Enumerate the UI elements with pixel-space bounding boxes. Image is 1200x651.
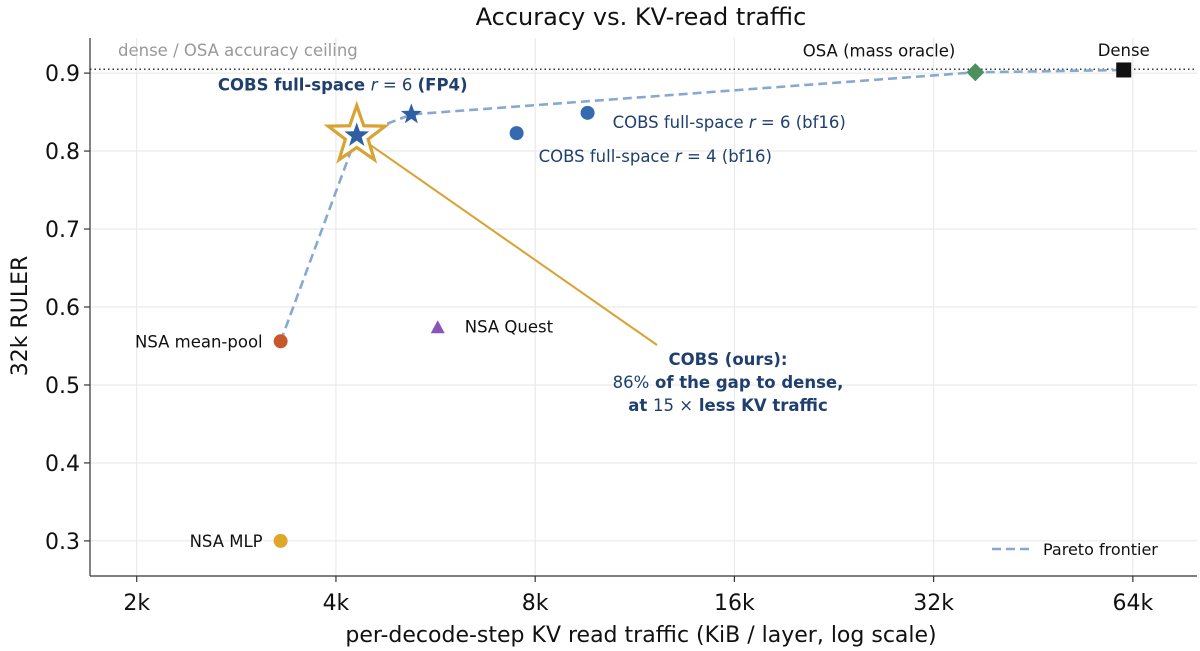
data-points: [273, 62, 1132, 548]
x-tick-label: 64k: [1112, 591, 1153, 616]
callout-line-3: at 15 × less KV traffic: [628, 396, 827, 415]
legend: Pareto frontier: [992, 540, 1158, 559]
point-osa: [966, 63, 985, 82]
point-dense: [1116, 62, 1132, 78]
pareto-frontier: [279, 68, 1124, 342]
point-nsa-mlp: [273, 533, 288, 548]
point-cobs-ours: [344, 122, 370, 146]
label-osa: OSA (mass oracle): [803, 41, 956, 60]
point-cobs-r6-bf16: [580, 105, 595, 120]
label-cobs-ours: COBS full-space r = 6 (FP4): [218, 75, 468, 94]
point-nsa-quest: [430, 320, 445, 334]
x-axis-title: per-decode-step KV read traffic (KiB / l…: [345, 623, 936, 648]
y-tick-label: 0.3: [45, 530, 80, 555]
x-tick-label: 16k: [714, 591, 755, 616]
label-dense: Dense: [1098, 41, 1150, 60]
point-cobs-fp4-near: [400, 103, 422, 124]
label-nsa-quest: NSA Quest: [465, 317, 554, 336]
callout-line: [356, 134, 658, 346]
point-labels: Dense OSA (mass oracle) COBS full-space r …: [135, 41, 1150, 551]
pareto-frontier-line: [279, 68, 1124, 342]
axes: 2k 4k 8k 16k 32k 64k 0.3 0.4 0.5 0.6 0.7 0.8 0.9: [45, 38, 1197, 616]
y-tick-label: 0.8: [45, 140, 80, 165]
y-tick-label: 0.9: [45, 62, 80, 87]
label-nsa-mlp: NSA MLP: [190, 532, 263, 551]
point-cobs-r4-bf16: [509, 126, 524, 141]
y-tick-label: 0.7: [45, 218, 80, 243]
chart-title: Accuracy vs. KV-read traffic: [476, 3, 807, 31]
point-nsa-mean-pool: [273, 334, 288, 349]
accuracy-ceiling: dense / OSA accuracy ceiling: [90, 41, 1197, 70]
x-tick-label: 2k: [123, 591, 150, 616]
x-tick-label: 32k: [913, 591, 954, 616]
label-nsa-mean-pool: NSA mean-pool: [135, 332, 263, 351]
highlight-callout: COBS (ours): 86% of the gap to dense, at 1…: [356, 134, 844, 415]
callout-line-2: 86% of the gap to dense,: [613, 373, 844, 392]
label-cobs-r4-bf16: COBS full-space r = 4 (bf16): [539, 147, 772, 166]
x-tick-label: 8k: [522, 591, 549, 616]
label-cobs-r6-bf16: COBS full-space r = 6 (bf16): [613, 113, 846, 132]
y-tick-label: 0.6: [45, 296, 80, 321]
y-axis-title: 32k RULER: [8, 256, 33, 377]
ceiling-label: dense / OSA accuracy ceiling: [118, 41, 358, 60]
x-tick-label: 4k: [323, 591, 350, 616]
grid: [90, 38, 1197, 576]
callout-line-1: COBS (ours):: [668, 350, 787, 369]
y-tick-label: 0.4: [45, 452, 80, 477]
y-tick-label: 0.5: [45, 374, 80, 399]
legend-label-pareto: Pareto frontier: [1043, 540, 1158, 559]
